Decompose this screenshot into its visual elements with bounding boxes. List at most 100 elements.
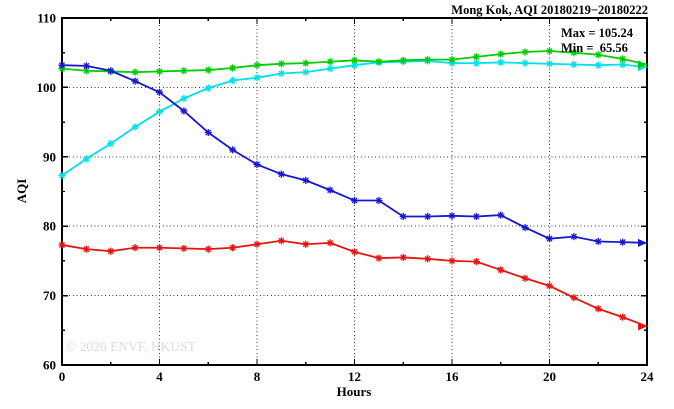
min-annotation: Min = 65.56 — [561, 41, 628, 55]
series-markers — [58, 237, 627, 321]
marker-asterisk — [205, 246, 212, 253]
marker-asterisk — [473, 53, 480, 60]
marker-asterisk — [400, 213, 407, 220]
series-line — [61, 60, 648, 177]
marker-asterisk — [375, 197, 382, 204]
marker-asterisk — [83, 67, 90, 74]
marker-asterisk — [58, 62, 66, 69]
marker-asterisk — [424, 255, 431, 262]
marker-asterisk — [595, 238, 602, 245]
marker-asterisk — [351, 57, 358, 64]
marker-asterisk — [327, 187, 334, 194]
marker-asterisk — [546, 48, 553, 55]
series-blue — [58, 61, 648, 247]
marker-asterisk — [278, 60, 285, 67]
marker-asterisk — [180, 95, 187, 102]
marker-asterisk — [595, 305, 602, 312]
series-green — [58, 47, 648, 76]
marker-asterisk — [546, 235, 553, 242]
y-tick-label: 80 — [43, 219, 56, 234]
series-end-arrow — [638, 322, 647, 331]
marker-asterisk — [448, 212, 456, 219]
marker-asterisk — [156, 89, 163, 96]
marker-asterisk — [180, 245, 187, 252]
marker-asterisk — [180, 67, 187, 74]
marker-asterisk — [132, 78, 139, 85]
marker-asterisk — [595, 62, 602, 69]
marker-asterisk — [278, 70, 285, 77]
marker-asterisk — [522, 49, 529, 56]
marker-asterisk — [375, 58, 382, 65]
marker-asterisk — [619, 239, 626, 246]
x-tick-label: 24 — [641, 369, 655, 384]
x-tick-label: 16 — [446, 369, 460, 384]
marker-asterisk — [132, 244, 139, 251]
y-tick-label: 90 — [43, 149, 56, 164]
x-tick-label: 0 — [59, 369, 66, 384]
marker-asterisk — [253, 62, 261, 69]
y-tick-label: 110 — [37, 11, 56, 26]
marker-asterisk — [473, 213, 480, 220]
x-tick-label: 20 — [543, 369, 556, 384]
marker-asterisk — [424, 56, 431, 63]
marker-asterisk — [107, 67, 114, 74]
marker-asterisk — [229, 77, 236, 84]
marker-asterisk — [619, 55, 626, 62]
marker-asterisk — [546, 282, 553, 289]
marker-asterisk — [83, 155, 90, 162]
max-annotation: Max = 105.24 — [561, 26, 634, 40]
marker-asterisk — [229, 146, 236, 153]
marker-asterisk — [619, 314, 626, 321]
marker-asterisk — [497, 266, 504, 273]
marker-asterisk — [205, 67, 212, 74]
marker-asterisk — [156, 244, 163, 251]
marker-asterisk — [253, 74, 261, 81]
marker-asterisk — [205, 129, 212, 136]
marker-asterisk — [473, 258, 480, 265]
marker-asterisk — [522, 60, 529, 67]
marker-asterisk — [156, 68, 163, 75]
series-markers — [58, 61, 627, 246]
marker-asterisk — [156, 108, 163, 115]
marker-asterisk — [107, 140, 114, 147]
marker-asterisk — [180, 107, 187, 115]
marker-asterisk — [351, 197, 358, 204]
series-markers — [58, 47, 627, 76]
marker-asterisk — [595, 51, 602, 58]
x-axis-label: Hours — [336, 384, 372, 399]
marker-asterisk — [253, 161, 261, 168]
marker-asterisk — [302, 69, 309, 76]
marker-asterisk — [302, 60, 309, 67]
y-axis-label: AQI — [14, 178, 29, 204]
x-tick-label: 12 — [348, 369, 361, 384]
marker-asterisk — [351, 248, 358, 255]
series-red — [58, 237, 648, 331]
marker-asterisk — [424, 213, 431, 220]
marker-asterisk — [302, 241, 309, 248]
marker-asterisk — [327, 239, 334, 246]
marker-asterisk — [570, 49, 577, 56]
marker-asterisk — [132, 69, 139, 76]
marker-asterisk — [278, 237, 285, 244]
marker-asterisk — [375, 255, 382, 262]
marker-asterisk — [132, 123, 139, 130]
chart-title: Mong Kok, AQI 20180219−20180222 — [451, 3, 648, 17]
marker-asterisk — [58, 172, 66, 179]
series-end-arrow — [638, 238, 647, 247]
series-end-arrow — [638, 60, 647, 69]
y-tick-label: 70 — [43, 288, 56, 303]
marker-asterisk — [570, 233, 577, 240]
marker-asterisk — [619, 61, 626, 68]
marker-asterisk — [327, 65, 334, 72]
marker-asterisk — [278, 171, 285, 178]
y-tick-label: 100 — [37, 80, 57, 95]
marker-asterisk — [229, 244, 236, 251]
series-markers — [58, 57, 627, 180]
watermark: © 2026 ENVF, HKUST — [66, 339, 196, 354]
marker-asterisk — [400, 254, 407, 261]
tick-labels: 0 4 8 12 16 20 24 60 70 80 90 100 110 — [37, 11, 655, 385]
marker-asterisk — [522, 275, 529, 282]
marker-asterisk — [253, 241, 261, 248]
